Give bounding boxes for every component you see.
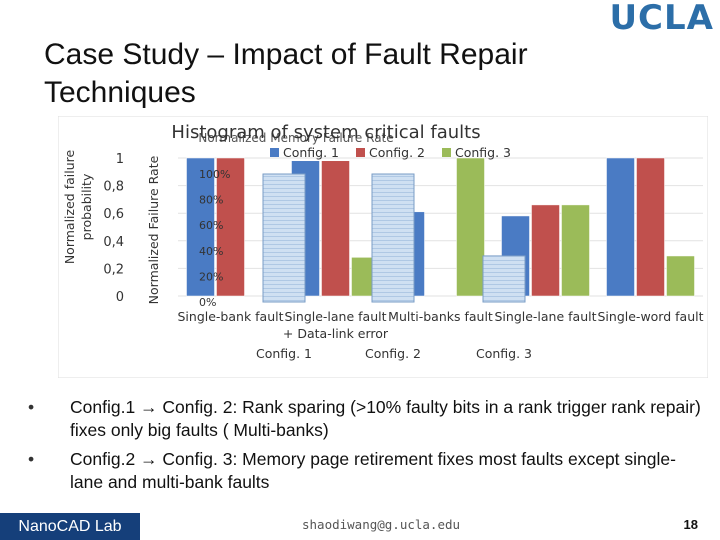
overlay-y-tick-label: 20% — [199, 270, 223, 283]
legend-swatch — [442, 148, 451, 157]
x-category-label: + Data-link error — [283, 326, 389, 341]
lab-logo: NanoCAD Lab — [0, 513, 140, 540]
ucla-logo: UCLA — [609, 0, 714, 38]
y-tick-label: 0,4 — [103, 235, 124, 250]
overlay-x-label: Config. 3 — [476, 346, 532, 361]
bullet-item: • Config.1 → Config. 2: Rank sparing (>1… — [28, 396, 708, 442]
x-category-label: Single-bank fault — [177, 309, 283, 324]
legend-label: Config. 3 — [455, 145, 511, 160]
chart-title: Histogram of system critical faults — [171, 122, 480, 143]
x-category-label: Single-lane fault — [284, 309, 386, 324]
bullet-dot-icon: • — [28, 449, 35, 469]
overlay-y-tick-label: 40% — [199, 245, 223, 258]
overlay-x-label: Config. 2 — [365, 346, 421, 361]
x-category-label: Single-word fault — [598, 309, 704, 324]
histogram-chart: 0 0,2 0,4 0,6 0,8 1 Single-bank fault Single-la… — [58, 116, 708, 378]
overlay-bar — [482, 255, 526, 303]
legend-swatch — [356, 148, 365, 157]
bullet-list: • Config.1 → Config. 2: Rank sparing (>1… — [28, 396, 708, 500]
legend-label: Config. 2 — [369, 145, 425, 160]
y-tick-label: 0,8 — [103, 180, 124, 195]
y-tick-label: 0,2 — [103, 262, 124, 277]
overlay-y-tick-label: 100% — [199, 168, 230, 181]
legend-swatch — [270, 148, 279, 157]
overlay-y-tick-label: 80% — [199, 194, 223, 207]
bullet-item: • Config.2 → Config. 3: Memory page reti… — [28, 448, 708, 494]
chart-bar — [456, 157, 485, 297]
page-number: 18 — [683, 517, 698, 532]
overlay-y-tick-label: 60% — [199, 219, 223, 232]
chart-bar — [531, 204, 560, 297]
overlay-bar — [262, 173, 306, 303]
x-category-label: Single-lane fault — [494, 309, 596, 324]
bullet-text: Config.2 → Config. 3: Memory page retire… — [70, 449, 676, 492]
y-tick-label: 0,6 — [103, 207, 124, 222]
x-category-label: Multi-banks fault — [388, 309, 493, 324]
y-axis-label: Normalized failure probability — [62, 150, 94, 265]
overlay-y-axis-label: Normalized Failure Rate — [146, 155, 161, 304]
bullet-text: Config.1 → Config. 2: Rank sparing (>10%… — [70, 397, 701, 440]
y-tick-label: 1 — [116, 152, 124, 167]
chart-bar — [321, 160, 350, 297]
bullet-dot-icon: • — [28, 397, 35, 417]
legend-label: Config. 1 — [283, 145, 339, 160]
chart-bar — [561, 204, 590, 297]
chart-bar — [186, 157, 215, 297]
footer-email: shaodiwang@g.ucla.edu — [302, 517, 461, 532]
y-tick-label: 0 — [116, 290, 124, 305]
overlay-bar — [371, 173, 415, 303]
chart-bar — [606, 157, 635, 297]
overlay-x-label: Config. 1 — [256, 346, 312, 361]
slide-title: Case Study – Impact of Fault Repair Tech… — [44, 38, 528, 109]
chart-bar — [636, 157, 665, 297]
chart-bar — [666, 255, 695, 297]
overlay-title: Normalized Memory Failure Rate — [198, 131, 393, 145]
chart-bar — [216, 157, 245, 297]
overlay-y-tick-label: 0% — [199, 296, 216, 309]
